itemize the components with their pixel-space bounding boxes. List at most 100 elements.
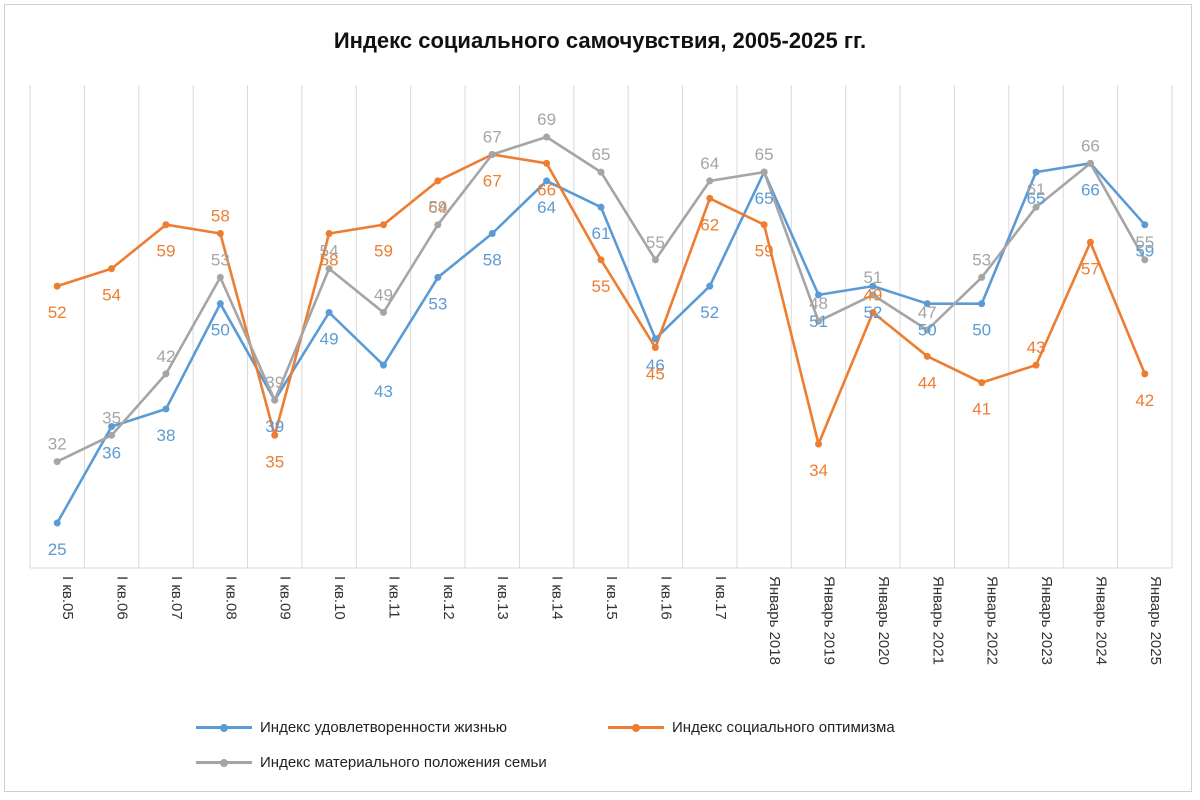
data-label: 58 [211, 207, 230, 226]
data-label: 43 [374, 382, 393, 401]
x-tick-label: I кв.07 [168, 576, 185, 620]
data-label: 67 [483, 128, 502, 147]
data-point [869, 308, 877, 316]
data-label: 36 [102, 444, 121, 463]
legend-item-social-optimism: Индекс социального оптимизма [608, 719, 895, 736]
data-label: 55 [1135, 233, 1154, 252]
data-point [1086, 238, 1094, 246]
x-tick-label: Январь 2025 [1147, 576, 1164, 665]
data-label: 66 [1081, 180, 1100, 199]
data-point [651, 256, 659, 264]
data-point [108, 265, 116, 273]
data-point [53, 519, 61, 527]
x-tick-label: I кв.11 [385, 576, 402, 619]
data-point [923, 300, 931, 308]
data-point [543, 159, 551, 167]
data-point [1032, 361, 1040, 369]
data-point [978, 379, 986, 387]
data-label: 53 [428, 294, 447, 313]
data-point [434, 221, 442, 229]
data-label: 47 [918, 303, 937, 322]
chart-title: Индекс социального самочувствия, 2005-20… [333, 28, 867, 53]
legend-line-icon [608, 723, 664, 732]
data-point [434, 177, 442, 185]
data-label: 65 [592, 145, 611, 164]
data-label: 38 [156, 426, 175, 445]
x-tick-label: Январь 2021 [929, 576, 946, 665]
data-label: 53 [972, 250, 991, 269]
data-label: 59 [755, 242, 774, 261]
data-label: 53 [211, 250, 230, 269]
data-point [706, 282, 714, 290]
data-label: 59 [156, 242, 175, 261]
x-tick-label: I кв.08 [222, 576, 239, 620]
data-label: 42 [1135, 391, 1154, 410]
x-tick-label: Январь 2023 [1038, 576, 1055, 665]
data-point [325, 230, 333, 237]
data-label: 34 [809, 461, 828, 480]
data-label: 32 [48, 435, 67, 454]
data-label: 65 [755, 145, 774, 164]
x-axis-tick-labels: I кв.05 I кв.06 I кв.07 I кв.08 I кв.09 I кв.… [59, 576, 1164, 665]
data-point [379, 221, 387, 229]
data-label: 69 [537, 110, 556, 129]
data-point [978, 300, 986, 308]
data-point [815, 440, 823, 448]
data-points [53, 133, 1149, 527]
data-point [162, 221, 170, 229]
data-label: 55 [646, 233, 665, 252]
data-label: 39 [265, 373, 284, 392]
x-tick-label: I кв.16 [657, 576, 674, 620]
data-label: 58 [483, 251, 502, 270]
data-label: 61 [1027, 180, 1046, 199]
x-tick-label: I кв.15 [603, 576, 620, 620]
data-label: 62 [700, 215, 719, 234]
data-point [53, 458, 61, 466]
data-point [815, 291, 823, 299]
legend-item-life-satisfaction: Индекс удовлетворенности жизнью [196, 719, 507, 736]
data-point [760, 221, 768, 229]
data-label: 50 [972, 321, 991, 340]
data-label: 35 [102, 408, 121, 427]
data-point [597, 168, 605, 176]
data-point [1141, 370, 1149, 378]
data-point [869, 291, 877, 299]
data-label: 49 [863, 285, 882, 304]
data-label: 59 [374, 242, 393, 261]
x-tick-label: Январь 2020 [875, 576, 892, 665]
data-label: 65 [1027, 189, 1046, 208]
legend-label: Индекс удовлетворенности жизнью [260, 719, 508, 736]
data-label: 45 [646, 365, 665, 384]
data-point [706, 194, 714, 202]
data-point [651, 344, 659, 352]
data-point [760, 168, 768, 176]
data-label: 66 [1081, 136, 1100, 155]
data-label: 65 [755, 189, 774, 208]
data-point [1032, 168, 1040, 176]
chart-frame [4, 4, 1192, 792]
data-point [379, 308, 387, 316]
data-label: 41 [972, 400, 991, 419]
data-label: 52 [700, 303, 719, 322]
data-point [379, 361, 387, 369]
data-label: 52 [863, 303, 882, 322]
data-point [488, 230, 496, 237]
data-point [1086, 159, 1094, 167]
legend-line-icon [196, 758, 252, 767]
data-point [325, 308, 333, 316]
data-point [488, 151, 496, 159]
data-label: 64 [537, 198, 556, 217]
x-tick-label: I кв.06 [114, 576, 131, 620]
legend-label: Индекс материального положения семьи [260, 754, 547, 771]
data-point [271, 396, 279, 404]
data-point [597, 203, 605, 211]
x-tick-label: I кв.14 [549, 576, 566, 620]
x-tick-label: I кв.12 [440, 576, 457, 620]
data-label: 50 [918, 321, 937, 340]
data-label: 54 [102, 286, 121, 305]
data-point [162, 370, 170, 378]
data-label: 58 [320, 251, 339, 270]
x-tick-label: I кв.10 [331, 576, 348, 620]
data-label: 57 [1081, 259, 1100, 278]
